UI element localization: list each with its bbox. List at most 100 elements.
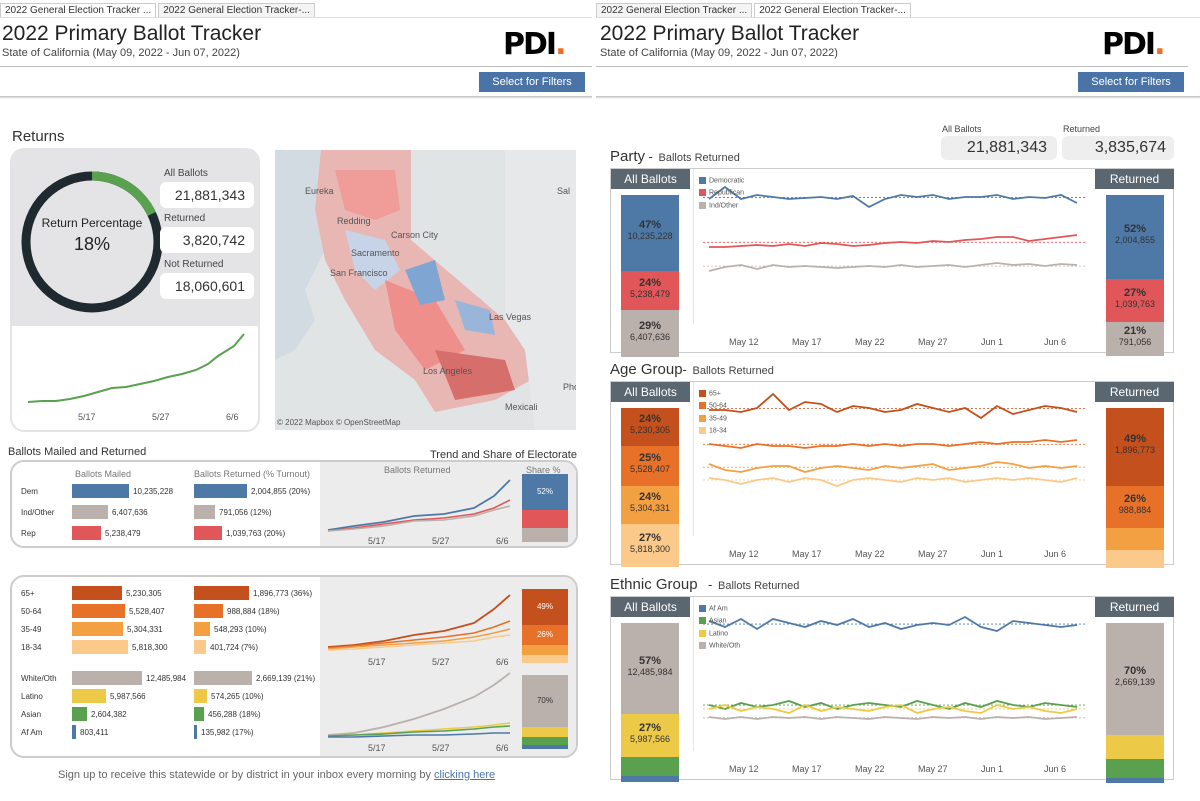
returned-bar-age_rows-3 <box>194 640 206 654</box>
seg-count: 2,669,139 <box>1114 677 1156 687</box>
age-share-35 <box>522 645 568 655</box>
stack-ret-2: 70% 2,669,139 <box>1106 623 1164 783</box>
seg-count: 988,884 <box>1118 505 1152 515</box>
legend-item[interactable]: White/Oth <box>699 642 740 649</box>
tab-general-tracker-r2[interactable]: 2022 General Election Tracker-... <box>754 3 911 17</box>
stack-seg-all-0-2: 29% 6,407,636 <box>621 310 679 357</box>
mailed-value-eth_rows-0: 12,485,984 <box>146 674 187 683</box>
legend-label: Republican <box>709 189 745 197</box>
party-share-dem: 52% <box>522 474 568 510</box>
select-filters-button[interactable]: Select for Filters <box>479 72 585 92</box>
returned-value-party_rows-2: 1,039,763 (20%) <box>226 529 286 538</box>
eth-share-asian <box>522 737 568 745</box>
returned-bar-age_rows-2 <box>194 622 210 636</box>
legend-swatch <box>699 402 706 410</box>
seg-count: 5,238,479 <box>629 288 671 299</box>
legend-item[interactable]: Asian <box>699 617 740 625</box>
returned-value-party_rows-1: 791,056 (12%) <box>219 508 272 517</box>
x-tick-1-1: May 17 <box>792 549 822 559</box>
legend-item[interactable]: 35-49 <box>699 414 727 422</box>
map-label-lasvegas: Las Vegas <box>489 312 532 322</box>
page-title: 2022 Primary Ballot Tracker <box>2 22 262 45</box>
stack-seg-all-1-2: 24% 5,304,331 <box>621 486 679 524</box>
x-tick-2-2: May 22 <box>855 764 885 774</box>
age-trend-tick-2: 5/27 <box>432 657 450 667</box>
x-tick-2-3: May 27 <box>918 764 948 774</box>
legend-item[interactable]: Af Am <box>699 605 740 612</box>
ethnic-trend-chart <box>327 672 511 738</box>
stack-seg-all-2-2 <box>621 757 679 776</box>
seg-pct: 27% <box>638 721 662 734</box>
legend-swatch <box>699 177 706 184</box>
age-share-18 <box>522 655 568 663</box>
legend-swatch <box>699 390 706 397</box>
stat-returned-value: 3,820,742 <box>160 227 254 253</box>
returns-card: Return Percentage 18% All Ballots 21,881… <box>10 148 260 432</box>
returned-value-eth_rows-0: 2,669,139 (21%) <box>256 674 316 683</box>
section-dash-0: - <box>648 149 653 164</box>
x-tick-2-4: Jun 1 <box>981 764 1004 774</box>
legend-item[interactable]: Ind/Other <box>699 201 744 209</box>
legend-item[interactable]: 18-34 <box>699 427 727 434</box>
mailed-value-eth_rows-1: 5,987,566 <box>110 692 146 701</box>
col-returned: Ballots Returned (% Turnout) <box>194 469 311 479</box>
all-ballots-value: 21,881,343 <box>941 136 1057 160</box>
row-label-age_rows-0: 65+ <box>21 589 35 598</box>
seg-count: 5,304,331 <box>629 503 671 513</box>
stack-seg-ret-2-1 <box>1106 735 1164 759</box>
tab-bar: 2022 General Election Tracker ... 2022 G… <box>0 3 592 18</box>
row-label-eth_rows-2: Asian <box>21 710 42 719</box>
select-filters-button-right[interactable]: Select for Filters <box>1078 72 1184 92</box>
page-title-right: 2022 Primary Ballot Tracker <box>600 22 860 45</box>
eth-share-white: 70% <box>522 675 568 727</box>
returned-bar-party_rows-0 <box>194 484 247 498</box>
signup-link[interactable]: clicking here <box>434 769 496 781</box>
stack-seg-all-0-0: 47% 10,235,228 <box>621 195 679 271</box>
returned-trend-chart-2 <box>693 597 1085 751</box>
seg-count: 2,004,855 <box>1114 235 1156 245</box>
legend-swatch <box>699 189 706 197</box>
row-label-eth_rows-0: White/Oth <box>21 674 57 683</box>
trend-title: Trend and Share of Electorate <box>430 449 577 461</box>
mailed-bar-eth_rows-3 <box>72 725 76 739</box>
tab-general-tracker-r1[interactable]: 2022 General Election Tracker ... <box>596 3 753 17</box>
legend-item[interactable]: 65+ <box>699 390 727 397</box>
mailed-bar-age_rows-0 <box>72 586 122 600</box>
legend-swatch <box>699 617 706 625</box>
legend-swatch <box>699 201 706 209</box>
tab-general-tracker-2[interactable]: 2022 General Election Tracker-... <box>158 3 315 17</box>
series-line-1-1 <box>708 439 1078 449</box>
x-tick-2-1: May 17 <box>792 764 822 774</box>
tab-general-tracker-1[interactable]: 2022 General Election Tracker ... <box>0 3 157 17</box>
california-map[interactable]: Eureka Redding Carson City Sacramento Sa… <box>275 150 576 430</box>
stack-seg-ret-0-1: 27% 1,039,763 <box>1106 279 1164 322</box>
legend-item[interactable]: Republican <box>699 189 745 197</box>
map-credit[interactable]: © 2022 Mapbox © OpenStreetMap <box>277 418 401 427</box>
returned-value-eth_rows-2: 456,288 (18%) <box>208 710 261 719</box>
legend-item[interactable]: Democratic <box>699 177 744 184</box>
seg-pct: 47% <box>638 219 662 231</box>
mailed-bar-eth_rows-0 <box>72 671 142 685</box>
x-tick-1-0: May 12 <box>729 549 759 559</box>
map-label-la: Los Angeles <box>423 366 473 376</box>
stack-seg-ret-1-3 <box>1106 550 1164 568</box>
right-dashboard: 2022 General Election Tracker ... 2022 G… <box>596 0 1200 801</box>
map-label-sacramento: Sacramento <box>351 248 400 258</box>
map-label-eureka: Eureka <box>305 186 334 196</box>
legend-swatch <box>699 629 706 637</box>
legend-item[interactable]: Latino <box>699 629 740 637</box>
stack-all-2: 57% 12,485,984 27% 5,987,566 <box>621 623 679 783</box>
map-label-mexicali: Mexicali <box>505 402 538 412</box>
age-share-50: 26% <box>522 625 568 645</box>
stack-seg-ret-2-0: 70% 2,669,139 <box>1106 623 1164 735</box>
legend-2: Af Am Asian Latino White/Oth <box>699 605 740 654</box>
returned-value-eth_rows-1: 574,265 (10%) <box>211 692 264 701</box>
legend-item[interactable]: 50-64 <box>699 402 727 410</box>
stack-seg-all-1-3: 27% 5,818,300 <box>621 524 679 567</box>
mailed-value-party_rows-2: 5,238,479 <box>105 529 141 538</box>
party-share-ind <box>522 528 568 542</box>
header-divider <box>0 66 592 67</box>
mailed-value-eth_rows-3: 803,411 <box>80 728 109 737</box>
spark-tick-3: 6/6 <box>226 412 239 422</box>
section-sub-2: Ballots Returned <box>718 580 800 592</box>
